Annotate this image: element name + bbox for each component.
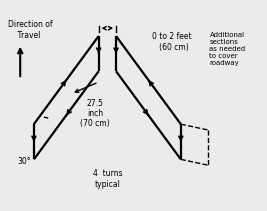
Text: 30°: 30°	[18, 157, 31, 166]
Text: 0 to 2 feet
   (60 cm): 0 to 2 feet (60 cm)	[152, 32, 192, 51]
Text: 27.5
inch
(70 cm): 27.5 inch (70 cm)	[80, 99, 110, 128]
Text: 4  turns
typical: 4 turns typical	[93, 169, 122, 189]
Text: Direction of
    Travel: Direction of Travel	[8, 20, 52, 40]
Text: Additional
sections
as needed
to cover
roadway: Additional sections as needed to cover r…	[209, 32, 246, 66]
